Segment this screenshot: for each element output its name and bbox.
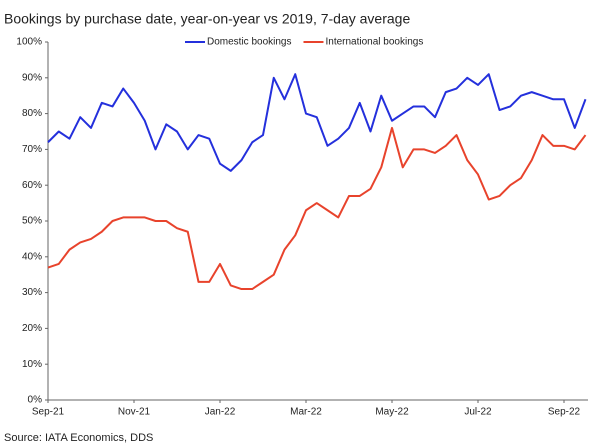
y-tick-label: 50% bbox=[22, 216, 42, 227]
x-tick-label: Jan-22 bbox=[205, 407, 236, 418]
line bbox=[47, 126, 587, 291]
y-tick-label: 100% bbox=[16, 37, 42, 48]
x-tick-label: May-22 bbox=[375, 407, 409, 418]
line bbox=[47, 73, 587, 172]
y-tick-label: 20% bbox=[22, 323, 42, 334]
x-tick-label: Jul-22 bbox=[464, 407, 492, 418]
chart-title: Bookings by purchase date, year-on-year … bbox=[4, 11, 410, 27]
x-tick-label: Nov-21 bbox=[118, 407, 151, 418]
y-tick-label: 70% bbox=[22, 144, 42, 155]
source: Source: IATA Economics, DDS bbox=[4, 432, 153, 444]
x-tick-label: Mar-22 bbox=[290, 407, 322, 418]
legend-label: International bookings bbox=[325, 37, 423, 48]
legend-label: Domestic bookings bbox=[207, 37, 291, 48]
y-tick-label: 0% bbox=[28, 395, 43, 406]
y-tick-label: 10% bbox=[22, 359, 42, 370]
y-tick-label: 90% bbox=[22, 72, 42, 83]
y-tick-label: 40% bbox=[22, 251, 42, 262]
y-tick-label: 80% bbox=[22, 108, 42, 119]
x-tick-label: Sep-22 bbox=[548, 407, 581, 418]
x-tick-label: Sep-21 bbox=[32, 407, 65, 418]
y-tick-label: 30% bbox=[22, 287, 42, 298]
y-tick-label: 60% bbox=[22, 180, 42, 191]
